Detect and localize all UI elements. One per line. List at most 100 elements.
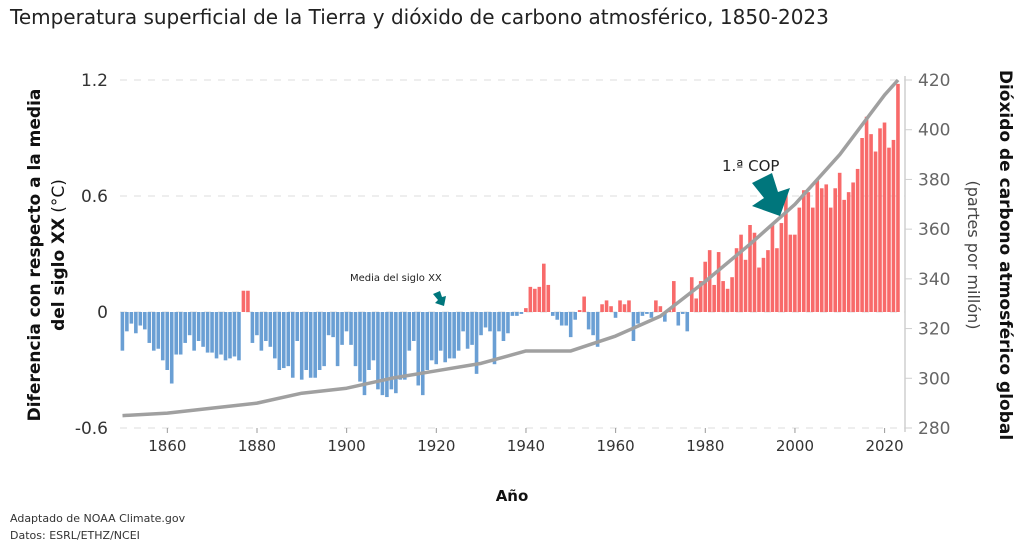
bar-1875 [232, 312, 237, 357]
bar-1852 [129, 312, 134, 324]
bar-1851 [125, 312, 129, 332]
bar-1978 [694, 298, 699, 312]
bar-1921 [438, 312, 443, 351]
bar-2022 [891, 139, 896, 312]
bar-1902 [353, 312, 358, 367]
bar-1924 [452, 312, 456, 359]
left-axis-label: Diferencia con respecto a la media [25, 89, 45, 422]
bar-1970 [658, 306, 663, 312]
bar-2009 [833, 188, 837, 312]
bar-1934 [497, 312, 501, 332]
bar-1894 [317, 312, 322, 370]
bar-1982 [712, 284, 716, 312]
bar-1987 [734, 248, 739, 312]
bar-2019 [878, 128, 882, 312]
right-tick-label: 280 [918, 419, 950, 439]
bar-1910 [389, 312, 394, 390]
bar-1935 [501, 312, 506, 341]
bar-1898 [335, 312, 340, 367]
bar-1967 [645, 312, 649, 314]
bar-1887 [286, 312, 291, 367]
bar-1946 [550, 312, 555, 316]
bar-1990 [748, 225, 752, 312]
bar-1907 [376, 312, 380, 390]
bar-1948 [559, 312, 564, 326]
bar-1976 [685, 312, 690, 332]
left-tick-label: 1.2 [81, 71, 108, 91]
bar-1896 [326, 312, 331, 336]
bar-1900 [344, 312, 349, 332]
bar-1966 [640, 312, 645, 316]
bar-1889 [295, 312, 300, 341]
right-axis-ticks: 280 300 320 340 360 380 400 420 [905, 71, 950, 439]
bar-1936 [506, 312, 510, 334]
bar-2003 [806, 192, 811, 312]
bar-1885 [277, 312, 282, 370]
bar-1953 [582, 296, 586, 312]
bar-1882 [264, 312, 268, 341]
bar-2021 [887, 147, 891, 312]
bar-1873 [223, 312, 228, 361]
x-tick-label: 1940 [507, 437, 545, 455]
bar-1955 [591, 312, 595, 336]
bar-1937 [510, 312, 515, 316]
bar-1943 [537, 286, 542, 312]
bar-1993 [761, 257, 766, 312]
bar-2001 [797, 207, 802, 312]
co2-line [122, 78, 900, 418]
bar-1938 [515, 312, 519, 316]
bar-1880 [255, 312, 259, 336]
bar-1895 [322, 312, 326, 367]
x-tick-label: 2000 [776, 437, 814, 455]
right-tick-label: 340 [918, 270, 950, 290]
bar-1947 [555, 312, 560, 320]
bar-1997 [779, 223, 784, 312]
bar-1956 [595, 312, 600, 347]
bar-1952 [577, 310, 582, 312]
x-tick-label: 2020 [866, 437, 904, 455]
bar-2023 [896, 83, 900, 312]
right-axis-label: Dióxido de carbono atmosférico global [995, 70, 1015, 440]
bar-1995 [770, 225, 775, 312]
bar-1977 [689, 277, 694, 312]
bar-1981 [707, 250, 712, 312]
bar-1929 [474, 312, 479, 374]
bar-2002 [802, 190, 806, 312]
right-tick-label: 320 [918, 320, 950, 340]
bar-1911 [394, 312, 398, 394]
bar-1853 [134, 312, 138, 334]
bar-2017 [869, 134, 873, 312]
baseline-arrow-icon [433, 291, 446, 306]
footer-source: Adaptado de NOAA Climate.gov [10, 512, 186, 525]
bar-1897 [331, 312, 335, 338]
bar-1999 [788, 234, 793, 312]
bar-1855 [143, 312, 147, 330]
bar-1876 [237, 312, 241, 361]
bar-1945 [546, 284, 551, 312]
bar-1919 [429, 312, 434, 361]
bar-1920 [434, 312, 439, 365]
bar-2012 [846, 192, 851, 312]
bar-1932 [488, 312, 492, 332]
bar-1904 [362, 312, 367, 396]
bar-1861 [169, 312, 174, 384]
bar-1869 [205, 312, 210, 353]
bar-2016 [864, 116, 869, 312]
bar-2011 [842, 199, 846, 312]
bar-1960 [613, 312, 618, 318]
bar-1866 [192, 312, 196, 351]
bar-1918 [425, 312, 430, 370]
baseline-annotation: Media del siglo XX [350, 273, 442, 284]
bar-1909 [385, 312, 389, 398]
left-tick-label: -0.6 [75, 419, 108, 439]
bar-2015 [860, 138, 864, 312]
bar-1927 [465, 312, 470, 349]
bar-1949 [564, 312, 569, 326]
bar-1925 [456, 312, 461, 351]
bar-1950 [568, 312, 573, 338]
left-axis-label-line2: del siglo XX [49, 218, 69, 331]
chart-title: Temperatura superficial de la Tierra y d… [9, 5, 829, 29]
bar-1930 [479, 312, 483, 336]
